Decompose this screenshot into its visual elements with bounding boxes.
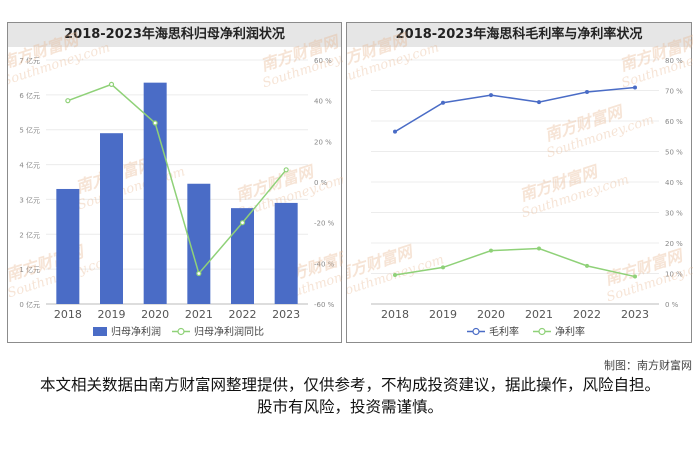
legend-marker-0 [472,327,480,336]
legend-marker-line [177,327,185,336]
y-right-tick-label: -20 % [314,220,335,228]
watermark-en: Southmoney.com [620,42,693,91]
y-right-tick-label: 40 % [314,98,332,106]
watermark-cn: 南方财富网 [517,161,602,205]
y-left-tick-label: 6 亿元 [19,91,40,100]
x-tick-label: 2022 [573,308,601,321]
left-chart-title: 2018-2023年海思科归母净利润状况 [8,23,341,47]
series-point-1 [633,274,637,279]
series-point-1 [441,265,445,270]
watermark-cn: 南方财富网 [347,29,412,73]
legend-swatch-bar [93,327,107,336]
watermark-en: Southmoney.com [520,172,631,221]
right-chart-title: 2018-2023年海思科毛利率与净利率状况 [347,23,691,47]
x-tick-label: 2018 [54,308,82,321]
y-left-tick-label: 5 亿元 [19,126,40,135]
series-point-1 [585,263,589,268]
bar [231,208,254,304]
y-right-tick-label: 10 % [665,271,683,279]
yoy-point [108,81,115,88]
x-tick-label: 2021 [525,308,553,321]
x-tick-label: 2023 [272,308,300,321]
series-line-1 [394,247,636,278]
y-left-tick-label: 2 亿元 [19,230,40,239]
y-right-tick-label: 20 % [314,138,332,146]
watermark-en: Southmoney.com [347,40,441,89]
y-right-tick-label: 40 % [665,179,683,187]
x-tick-label: 2020 [141,308,169,321]
chart-credit: 制图：南方财富网 [604,359,692,372]
x-tick-label: 2023 [621,308,649,321]
y-left-tick-label: 1 亿元 [19,265,40,274]
series-point-0 [441,100,445,105]
y-right-tick-label: 30 % [665,210,683,218]
bar [143,82,167,305]
yoy-line [67,83,287,276]
y-right-tick-label: 20 % [665,240,683,248]
y-right-tick-label: 80 % [665,57,683,65]
series-point-0 [489,93,493,98]
y-right-tick-label: 60 % [665,118,683,126]
y-right-tick-label: -40 % [314,260,335,268]
y-left-tick-label: 3 亿元 [19,195,40,204]
watermark-cn: 南方财富网 [542,101,627,145]
watermark-cn: 南方财富网 [347,241,417,285]
y-right-tick-label: 50 % [665,149,683,157]
watermark-cn: 南方财富网 [617,31,693,75]
watermark-en: Southmoney.com [347,252,446,301]
legend-label-0: 毛利率 [489,325,519,338]
bar [100,133,123,304]
yoy-point [283,167,289,173]
bar [274,202,298,304]
watermark-en: Southmoney.com [545,112,656,161]
legend-marker-1 [538,327,546,336]
series-point-0 [633,85,637,90]
watermark-en: Southmoney.com [76,164,187,213]
series-point-0 [537,100,541,105]
bar [56,188,80,304]
right-chart-panel: 2018-2023年海思科毛利率与净利率状况 80 % 70 % 60 % 50 % 4… [346,22,693,343]
yoy-point [239,220,246,226]
legend-label-bar: 归母净利润 [111,325,161,338]
series-point-1 [489,248,493,253]
x-tick-label: 2022 [229,308,257,321]
x-tick-label: 2020 [477,308,505,321]
left-chart-panel: 2018-2023年海思科归母净利润状况 7 亿元 6 亿元 5 亿元 4 亿元 3 亿… [7,22,343,343]
disclaimer-text: 本文相关数据由南方财富网整理提供，仅供参考，不构成投资建议，据此操作，风险自担。… [40,376,661,416]
series-point-1 [393,273,397,278]
x-tick-label: 2018 [381,308,409,321]
y-right-tick-label: 0 % [665,301,679,309]
watermark-cn: 南方财富网 [602,245,687,289]
profit-chart: 7 亿元 6 亿元 5 亿元 4 亿元 3 亿元 2 亿元 1 亿元 0 亿元 60 % 40 %… [8,29,343,338]
legend-label-line: 归母净利润同比 [194,325,264,338]
series-point-0 [585,90,589,95]
y-left-tick-label: 4 亿元 [19,161,40,170]
y-right-tick-label: 60 % [314,57,332,65]
y-left-tick-label: 7 亿元 [19,56,40,65]
margin-chart: 80 % 70 % 60 % 50 % 40 % 30 % 20 % 10 % 0 % 南方财富网… [347,29,693,338]
y-right-tick-label: -60 % [314,301,335,309]
series-point-0 [393,129,397,134]
y-left-tick-label: 0 亿元 [19,300,40,309]
legend-label-1: 净利率 [555,325,585,338]
series-line-0 [394,86,636,133]
watermark-en: Southmoney.com [261,42,343,91]
watermark-cn: 南方财富网 [8,29,83,73]
x-tick-label: 2019 [98,308,126,321]
yoy-point [152,120,158,126]
yoy-point [65,98,71,104]
yoy-point [196,270,202,277]
series-point-1 [537,246,541,251]
watermark-en: Southmoney.com [605,256,693,305]
bar [187,183,211,304]
x-tick-label: 2019 [429,308,457,321]
x-tick-label: 2021 [185,308,213,321]
watermark-cn: 南方财富网 [258,31,343,75]
y-right-tick-label: 0 % [314,179,328,187]
y-right-tick-label: 70 % [665,88,683,96]
